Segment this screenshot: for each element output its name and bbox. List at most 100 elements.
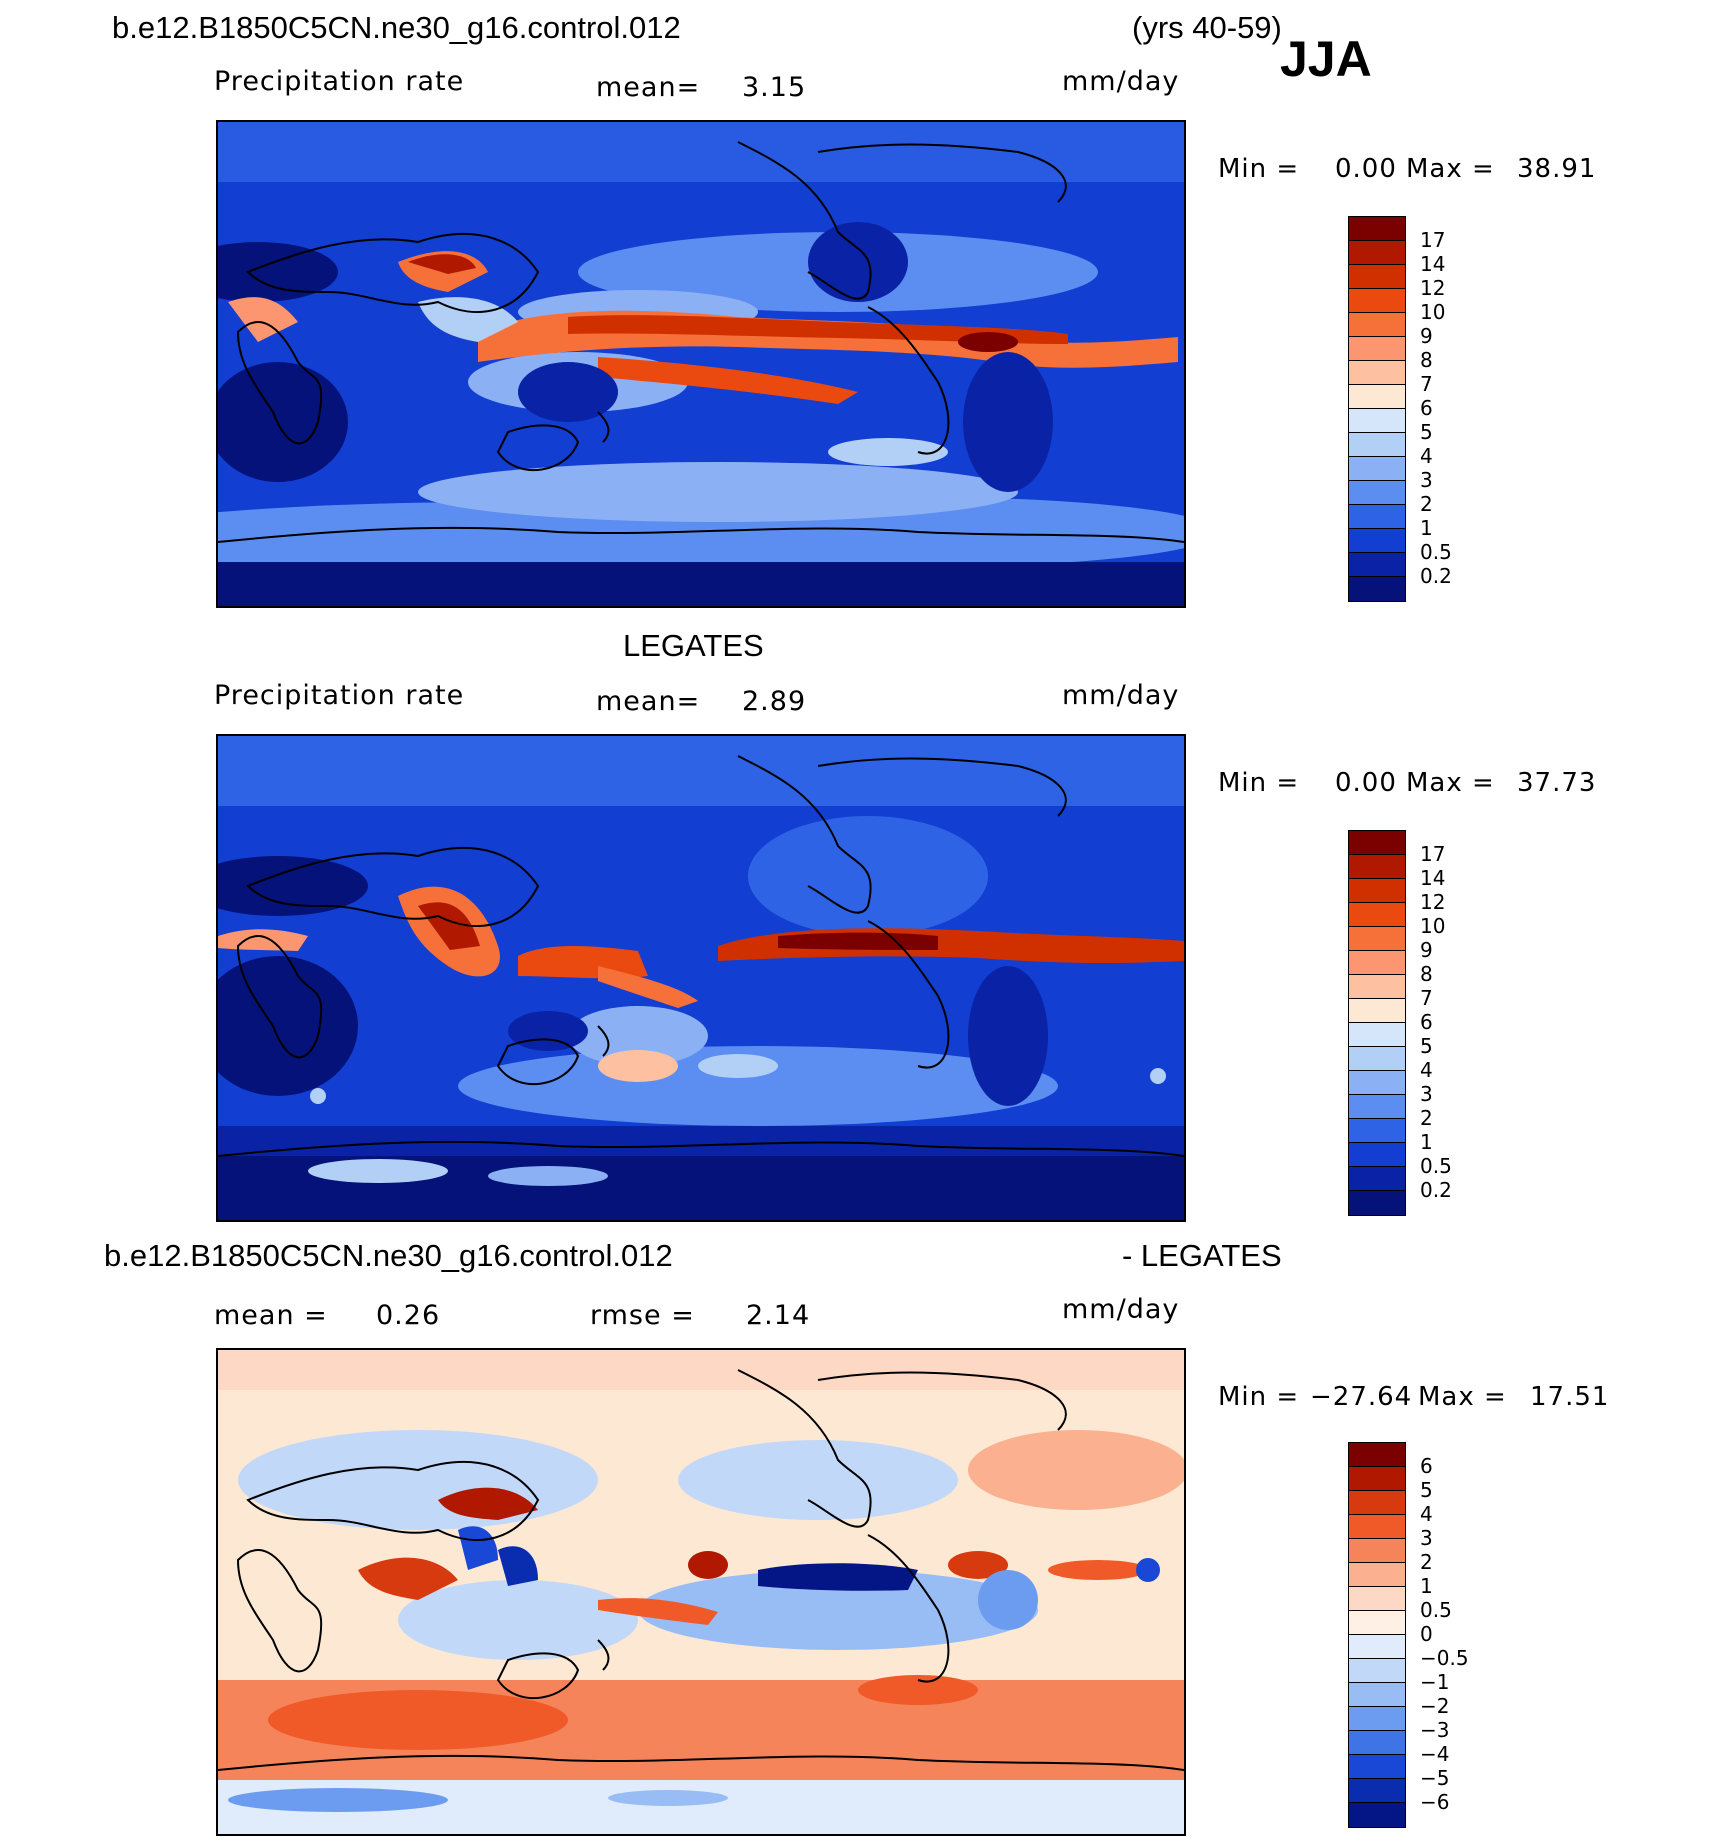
precip-map bbox=[216, 734, 1186, 1222]
colorbar-tick-label: 0.5 bbox=[1420, 1598, 1452, 1622]
colorbar-tick-label: 0.5 bbox=[1420, 540, 1452, 564]
units-label: mm/day bbox=[1062, 66, 1180, 97]
colorbar-swatch bbox=[1349, 1611, 1405, 1635]
max-label: Max = bbox=[1418, 1382, 1507, 1412]
colorbar-swatch bbox=[1349, 313, 1405, 337]
colorbar-swatch bbox=[1349, 975, 1405, 999]
colorbar-swatch bbox=[1349, 337, 1405, 361]
colorbar-swatch bbox=[1349, 385, 1405, 409]
colorbar-swatch bbox=[1349, 1635, 1405, 1659]
season-label: JJA bbox=[1280, 31, 1372, 87]
colorbar-swatch bbox=[1349, 879, 1405, 903]
panel-title: LEGATES bbox=[623, 628, 764, 663]
colorbar-swatch bbox=[1349, 903, 1405, 927]
colorbar-tick-label: 17 bbox=[1420, 842, 1446, 866]
colorbar-tick-label: 4 bbox=[1420, 1502, 1433, 1526]
colorbar-tick-label: −5 bbox=[1420, 1766, 1450, 1790]
colorbar-tick-label: 6 bbox=[1420, 1454, 1433, 1478]
colorbar-tick-label: 10 bbox=[1420, 914, 1446, 938]
min-value: 0.00 bbox=[1335, 768, 1397, 798]
mean-label: mean= bbox=[596, 686, 701, 717]
colorbar-tick-label: 12 bbox=[1420, 276, 1446, 300]
colorbar-tick-label: −0.5 bbox=[1420, 1646, 1469, 1670]
mean-value: 3.15 bbox=[742, 72, 807, 103]
colorbar-tick-label: −6 bbox=[1420, 1790, 1450, 1814]
colorbar-tick-label: 6 bbox=[1420, 396, 1433, 420]
colorbar-tick-label: 2 bbox=[1420, 492, 1433, 516]
colorbar-tick-label: 5 bbox=[1420, 1478, 1433, 1502]
map-model-svg bbox=[218, 122, 1184, 606]
colorbar-tick-label: 17 bbox=[1420, 228, 1446, 252]
max-value: 17.51 bbox=[1530, 1382, 1610, 1412]
colorbar-tick-label: 12 bbox=[1420, 890, 1446, 914]
case-title: b.e12.B1850C5CN.ne30_g16.control.012 bbox=[112, 10, 681, 45]
colorbar-tick-label: 0.2 bbox=[1420, 564, 1452, 588]
colorbar-tick-label: 6 bbox=[1420, 1010, 1433, 1034]
colorbar-swatch bbox=[1349, 1047, 1405, 1071]
colorbar-tick-label: −2 bbox=[1420, 1694, 1450, 1718]
colorbar-tick-label: 2 bbox=[1420, 1550, 1433, 1574]
colorbar-swatch bbox=[1349, 481, 1405, 505]
map-diff-svg bbox=[218, 1350, 1184, 1834]
colorbar-tick-label: 1 bbox=[1420, 1574, 1433, 1598]
colorbar-swatch bbox=[1349, 241, 1405, 265]
mean-value: 2.89 bbox=[742, 686, 807, 717]
field-label: Precipitation rate bbox=[214, 66, 465, 97]
colorbar-swatch bbox=[1349, 217, 1405, 241]
colorbar-swatch bbox=[1349, 409, 1405, 433]
colorbar-swatch bbox=[1349, 433, 1405, 457]
colorbar-tick-label: 1 bbox=[1420, 516, 1433, 540]
colorbar-swatch bbox=[1349, 1095, 1405, 1119]
rmse-value: 2.14 bbox=[746, 1300, 811, 1331]
colorbar-swatch bbox=[1349, 1023, 1405, 1047]
max-value: 38.91 bbox=[1517, 154, 1597, 184]
colorbar-tick-label: 2 bbox=[1420, 1106, 1433, 1130]
colorbar-swatch bbox=[1349, 1443, 1405, 1467]
colorbar-swatch bbox=[1349, 1491, 1405, 1515]
colorbar-swatch bbox=[1349, 529, 1405, 553]
colorbar-tick-label: 0.2 bbox=[1420, 1178, 1452, 1202]
colorbar-swatch bbox=[1349, 1191, 1405, 1215]
min-label: Min = bbox=[1218, 154, 1300, 184]
colorbar-swatch bbox=[1349, 855, 1405, 879]
colorbar-swatch bbox=[1349, 1707, 1405, 1731]
field-label: Precipitation rate bbox=[214, 680, 465, 711]
map-obs-svg bbox=[218, 736, 1184, 1220]
colorbar-swatch bbox=[1349, 1779, 1405, 1803]
colorbar-tick-label: 7 bbox=[1420, 372, 1433, 396]
mean-label: mean = bbox=[214, 1300, 328, 1331]
colorbar-tick-label: 10 bbox=[1420, 300, 1446, 324]
diff-title-left: b.e12.B1850C5CN.ne30_g16.control.012 bbox=[104, 1238, 673, 1273]
colorbar-swatch bbox=[1349, 1659, 1405, 1683]
units-label: mm/day bbox=[1062, 680, 1180, 711]
colorbar-swatch bbox=[1349, 1755, 1405, 1779]
colorbar-swatch bbox=[1349, 1563, 1405, 1587]
colorbar-swatch bbox=[1349, 1683, 1405, 1707]
max-value: 37.73 bbox=[1517, 768, 1597, 798]
colorbar-tick-label: 1 bbox=[1420, 1130, 1433, 1154]
colorbar-swatch bbox=[1349, 927, 1405, 951]
colorbar-swatch bbox=[1349, 999, 1405, 1023]
max-label: Max = bbox=[1406, 154, 1495, 184]
colorbar-swatch bbox=[1349, 265, 1405, 289]
colorbar-tick-label: 8 bbox=[1420, 348, 1433, 372]
colorbar-tick-label: 3 bbox=[1420, 1082, 1433, 1106]
colorbar-swatch bbox=[1349, 831, 1405, 855]
colorbar-swatch bbox=[1349, 951, 1405, 975]
diff-title-right: - LEGATES bbox=[1122, 1238, 1282, 1273]
colorbar-tick-label: 5 bbox=[1420, 420, 1433, 444]
colorbar-tick-label: 7 bbox=[1420, 986, 1433, 1010]
colorbar-tick-label: 5 bbox=[1420, 1034, 1433, 1058]
colorbar-swatch bbox=[1349, 457, 1405, 481]
min-label: Min = bbox=[1218, 768, 1300, 798]
mean-value: 0.26 bbox=[376, 1300, 441, 1331]
colorbar bbox=[1348, 1442, 1406, 1828]
colorbar-swatch bbox=[1349, 1071, 1405, 1095]
min-value: 0.00 bbox=[1335, 154, 1397, 184]
colorbar-swatch bbox=[1349, 553, 1405, 577]
colorbar-swatch bbox=[1349, 1731, 1405, 1755]
colorbar bbox=[1348, 216, 1406, 602]
colorbar-tick-label: 0.5 bbox=[1420, 1154, 1452, 1178]
colorbar-swatch bbox=[1349, 1467, 1405, 1491]
colorbar-tick-label: 9 bbox=[1420, 324, 1433, 348]
